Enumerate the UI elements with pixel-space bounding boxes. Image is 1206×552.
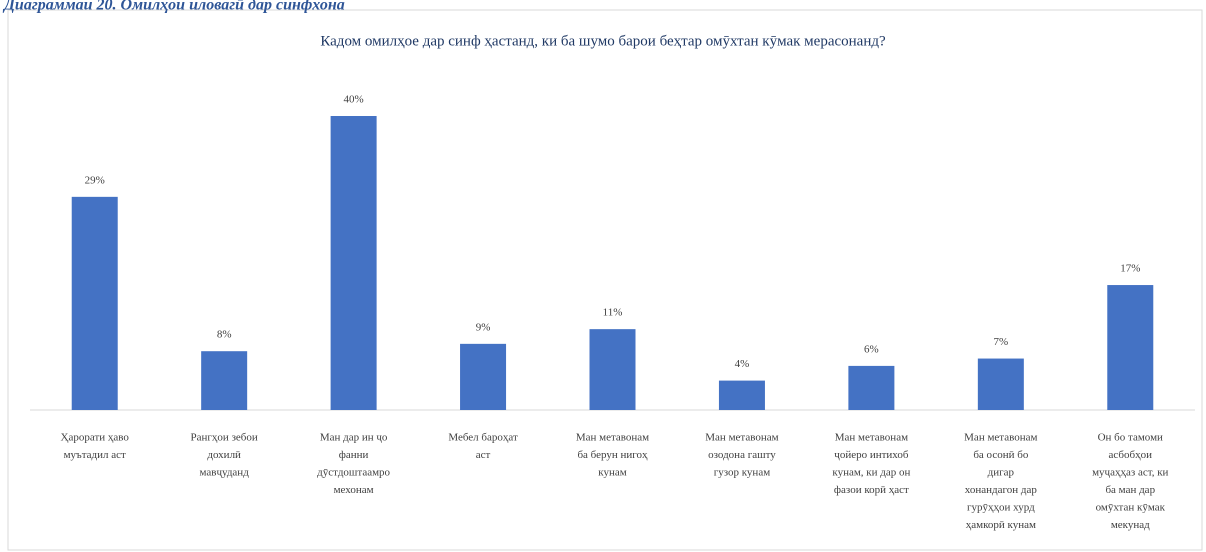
- x-tick-label: муҷаҳҳаз аст, ки: [1092, 467, 1168, 479]
- x-tick-label: мавҷуданд: [200, 467, 250, 479]
- bar: [71, 196, 118, 410]
- x-tick-label: Ман метавонам: [705, 432, 778, 444]
- x-tick-label: ҷойеро интихоб: [834, 449, 909, 461]
- bar: [460, 343, 507, 410]
- x-tick-label: Рангҳои зебои: [191, 432, 258, 444]
- data-label: 29%: [85, 174, 105, 186]
- x-tick-label: ба ман дар: [1105, 484, 1155, 496]
- x-tick-label: дигар: [988, 467, 1015, 479]
- bar: [330, 116, 377, 410]
- data-label: 40%: [344, 94, 364, 106]
- x-tick-label: аст: [476, 449, 491, 461]
- chart-frame: [7, 9, 1203, 551]
- x-tick-label: гурӯҳҳои хурд: [967, 502, 1035, 514]
- x-tick-label: гузор кунам: [714, 467, 771, 479]
- x-tick-label: Мебел бароҳат: [448, 432, 518, 444]
- data-label: 4%: [735, 358, 750, 370]
- x-tick-label: омӯхтан кӯмак: [1096, 502, 1166, 514]
- x-tick-label: кунам, ки дар он: [832, 467, 910, 479]
- x-tick-label: ҳамкорӣ кунам: [966, 519, 1036, 531]
- x-tick-label: ба осонӣ бо: [973, 449, 1029, 461]
- x-tick-label: мекунад: [1111, 519, 1150, 531]
- bar: [201, 351, 248, 410]
- x-tick-label: фазои корӣ ҳаст: [834, 484, 909, 496]
- x-tick-label: озодона гашту: [708, 449, 776, 461]
- bar: [1107, 285, 1154, 410]
- x-tick-label: асбобҳои: [1109, 449, 1153, 461]
- x-tick-label: Он бо тамоми: [1098, 432, 1163, 444]
- data-label: 8%: [217, 329, 232, 341]
- x-tick-label: ба берун нигоҳ: [577, 449, 648, 461]
- x-tick-label: дохилӣ: [207, 449, 241, 461]
- x-tick-label: мехонам: [334, 484, 374, 496]
- x-tick-label: муътадил аст: [64, 449, 126, 461]
- bar: [977, 358, 1024, 410]
- x-tick-label: Ман метавонам: [964, 432, 1037, 444]
- x-tick-label: кунам: [598, 467, 626, 479]
- bar: [718, 380, 765, 410]
- data-label: 11%: [603, 307, 623, 319]
- data-label: 17%: [1120, 263, 1140, 275]
- caption: Диаграммаи 20. Омилҳои иловагӣ дар синфх…: [2, 0, 345, 14]
- x-tick-label: Ҳарорати ҳаво: [61, 432, 130, 444]
- bar: [848, 365, 895, 410]
- data-label: 9%: [476, 321, 491, 333]
- x-tick-label: фанни: [339, 449, 369, 461]
- x-tick-label: Ман дар ин ҷо: [320, 432, 388, 444]
- data-label: 6%: [864, 343, 879, 355]
- x-tick-label: Ман метавонам: [576, 432, 649, 444]
- x-tick-label: дӯстдоштаамро: [317, 467, 390, 479]
- bar: [589, 329, 636, 410]
- chart-title: Кадом омилҳое дар синф ҳастанд, ки ба шу…: [320, 33, 886, 49]
- x-tick-label: Ман метавонам: [835, 432, 908, 444]
- data-label: 7%: [993, 336, 1008, 348]
- x-tick-label: хонандагон дар: [965, 484, 1038, 496]
